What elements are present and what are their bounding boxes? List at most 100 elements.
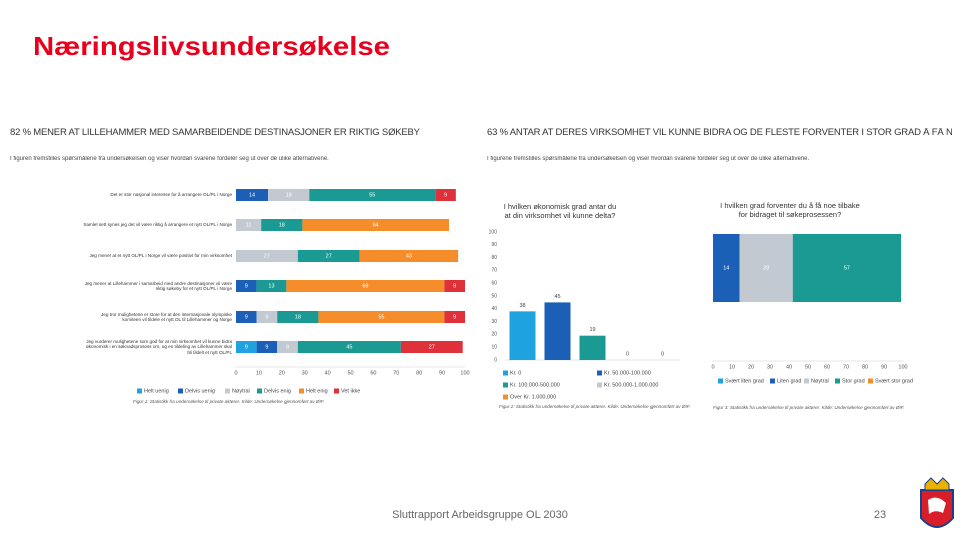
x-tick-label: 40 bbox=[786, 364, 792, 370]
panel-heading-box: 63 % ANTAR AT DERES VIRKSOMHET VIL KUNNE… bbox=[487, 128, 952, 138]
y-tick-label: 10 bbox=[491, 345, 497, 351]
bar-segment bbox=[359, 250, 459, 262]
legend-label: Nøytral bbox=[232, 388, 250, 394]
bar-segment bbox=[256, 280, 287, 292]
y-tick-label: 100 bbox=[489, 229, 498, 235]
x-tick-label: 30 bbox=[767, 364, 773, 370]
category-label-box: Jeg vurderer mulighetene som god for at … bbox=[85, 339, 232, 355]
category-label-box: Det er stor nasjonal interesse for å arr… bbox=[110, 192, 232, 197]
bar-segment bbox=[444, 311, 465, 323]
value-label: 9 bbox=[245, 314, 248, 320]
value-label: 55 bbox=[378, 314, 384, 320]
legend-swatch bbox=[503, 394, 508, 400]
y-tick-label: 0 bbox=[494, 357, 497, 363]
bar-segment bbox=[739, 234, 793, 302]
y-tick-label: 40 bbox=[491, 306, 497, 312]
legend-label: Helt uenig bbox=[144, 388, 169, 394]
category-label-box: Jeg tror mulighetene er store for at den… bbox=[101, 311, 232, 322]
legend-swatch bbox=[597, 382, 602, 388]
value-label: 64 bbox=[373, 222, 379, 228]
bar-segment bbox=[277, 311, 319, 323]
panel-heading-box: 82 % MENER AT LILLEHAMMER MED SAMARBEIDE… bbox=[10, 128, 420, 138]
legend-label: Over Kr. 1.000.000 bbox=[510, 394, 556, 400]
x-tick-label: 70 bbox=[393, 370, 399, 376]
x-tick-label: 80 bbox=[416, 370, 422, 376]
bar-segment bbox=[297, 250, 360, 262]
legend-swatch bbox=[868, 378, 873, 384]
footer: Sluttrapport Arbeidsgruppe OL 2030 bbox=[392, 509, 568, 521]
x-tick-label: 10 bbox=[729, 364, 735, 370]
legend-swatch bbox=[503, 382, 508, 388]
bar-segment bbox=[400, 341, 463, 353]
y-tick-label: 90 bbox=[491, 242, 497, 248]
legend-label: Svært stor grad bbox=[875, 378, 913, 384]
legend-label: Kr. 100.000-500.000 bbox=[510, 382, 560, 388]
legend-label: Nøytral bbox=[811, 378, 829, 384]
x-tick-label: 60 bbox=[824, 364, 830, 370]
bar-segment bbox=[236, 311, 257, 323]
category-label-box: Samlet sett synes jeg det vil være rikti… bbox=[83, 222, 232, 227]
figure-caption: Figur 2: Statistikk fra undersøkelse til… bbox=[499, 404, 691, 409]
bar-segment bbox=[713, 234, 740, 302]
bar-segment bbox=[236, 219, 262, 231]
y-tick-label: 70 bbox=[491, 268, 497, 274]
bar-segment bbox=[297, 341, 401, 353]
bar bbox=[509, 311, 536, 360]
legend-swatch bbox=[178, 388, 183, 394]
legend-label: Delvis uenig bbox=[185, 388, 215, 394]
bar-segment bbox=[286, 280, 445, 292]
legend-swatch bbox=[804, 378, 809, 384]
y-tick-label: 60 bbox=[491, 281, 497, 287]
panel-intro-box: I figurene fremstilles spørsmålene fra u… bbox=[487, 156, 809, 162]
value-label: 28 bbox=[763, 265, 769, 271]
value-label: 9 bbox=[444, 192, 447, 198]
value-label: 45 bbox=[554, 294, 560, 300]
value-label: 43 bbox=[406, 253, 412, 259]
x-tick-label: 40 bbox=[325, 370, 331, 376]
bar-segment bbox=[236, 341, 257, 353]
value-label: 38 bbox=[519, 303, 525, 309]
page-number: 23 bbox=[874, 509, 886, 521]
figure-caption-box: Figur 3: Statistikk fra undersøkelse til… bbox=[713, 405, 905, 410]
legend-swatch bbox=[835, 378, 840, 384]
value-label: 13 bbox=[268, 283, 274, 289]
figure-caption: Figur 3: Statistikk fra undersøkelse til… bbox=[713, 405, 905, 410]
bar-segment bbox=[256, 341, 278, 353]
bar bbox=[544, 302, 571, 360]
value-label: 57 bbox=[844, 265, 850, 271]
value-label: 27 bbox=[429, 344, 435, 350]
bar-segment bbox=[302, 219, 449, 231]
bar-segment bbox=[236, 280, 257, 292]
panel-heading: 82 % MENER AT LILLEHAMMER MED SAMARBEIDE… bbox=[10, 128, 420, 138]
bar-segment bbox=[268, 189, 310, 201]
value-label: 14 bbox=[249, 192, 255, 198]
category-label: Jeg vurderer mulighetene som god for at … bbox=[85, 339, 232, 355]
bar-segment bbox=[256, 311, 278, 323]
bar-segment bbox=[277, 341, 298, 353]
x-tick-label: 70 bbox=[843, 364, 849, 370]
category-label: Jeg mener at Lillehammer i samarbeid med… bbox=[84, 280, 232, 291]
x-tick-label: 20 bbox=[279, 370, 285, 376]
legend-label: Delvis enig bbox=[264, 388, 291, 394]
figure-caption-box: Figur 2: Statistikk fra undersøkelse til… bbox=[499, 404, 691, 409]
value-label: 9 bbox=[453, 283, 456, 289]
value-label: 18 bbox=[279, 222, 285, 228]
x-tick-label: 80 bbox=[862, 364, 868, 370]
legend-swatch bbox=[334, 388, 339, 394]
value-label: 9 bbox=[265, 314, 268, 320]
x-tick-label: 100 bbox=[898, 364, 907, 370]
x-tick-label: 20 bbox=[748, 364, 754, 370]
y-tick-label: 30 bbox=[491, 319, 497, 325]
value-label: 55 bbox=[369, 192, 375, 198]
value-label: 14 bbox=[723, 265, 729, 271]
category-label: Jeg mener at et nytt OL/PL i Norge vil v… bbox=[89, 253, 232, 259]
bar-segment bbox=[444, 280, 465, 292]
x-tick-label: 0 bbox=[711, 364, 714, 370]
value-label: 69 bbox=[362, 283, 368, 289]
category-label: Jeg tror mulighetene er store for at den… bbox=[101, 311, 232, 322]
legend-swatch bbox=[137, 388, 142, 394]
value-label: 9 bbox=[265, 344, 268, 350]
bar-segment bbox=[236, 189, 269, 201]
chart-title-box: I hvilken økonomisk grad antar du at din… bbox=[504, 203, 617, 220]
